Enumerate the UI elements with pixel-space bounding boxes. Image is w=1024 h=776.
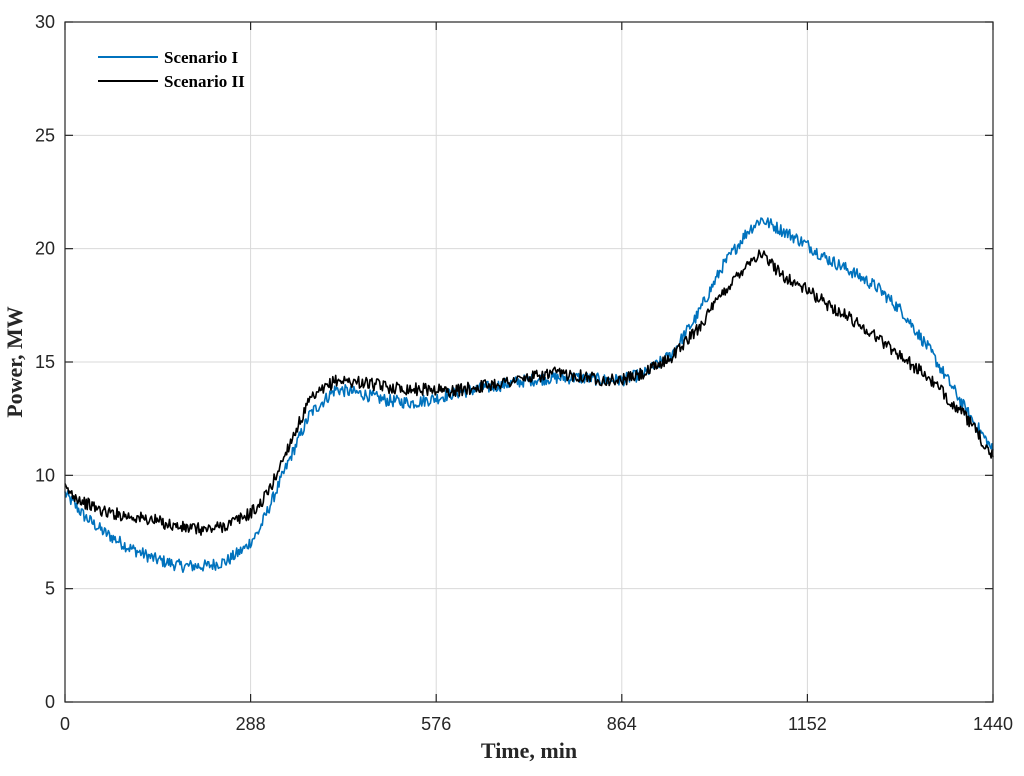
x-tick-label: 1440 xyxy=(973,714,1013,734)
y-tick-label: 25 xyxy=(35,125,55,145)
y-tick-label: 0 xyxy=(45,692,55,712)
x-tick-label: 288 xyxy=(236,714,266,734)
legend-label-scenario-1: Scenario I xyxy=(164,48,239,67)
tick-layer: 0 288 576 864 1152 1440 0 5 10 15 20 25 30 xyxy=(35,12,1013,734)
legend: Scenario I Scenario II xyxy=(98,48,245,91)
x-tick-label: 1152 xyxy=(788,714,827,734)
grid xyxy=(64,21,994,703)
x-tick-label: 864 xyxy=(607,714,637,734)
series-line-scenario-1 xyxy=(64,217,994,574)
y-tick-label: 10 xyxy=(35,465,55,485)
y-tick-label: 5 xyxy=(45,579,55,599)
y-tick-label: 15 xyxy=(35,352,55,372)
x-tick-label: 576 xyxy=(421,714,451,734)
series-layer xyxy=(64,217,994,574)
y-tick-label: 30 xyxy=(35,12,55,32)
x-tick-label: 0 xyxy=(60,714,70,734)
legend-label-scenario-2: Scenario II xyxy=(164,72,245,91)
x-axis-title: Time, min xyxy=(481,738,577,763)
y-axis-title: Power, MW xyxy=(2,306,27,418)
series-line-scenario-2 xyxy=(64,249,994,536)
y-tick-label: 20 xyxy=(35,239,55,259)
